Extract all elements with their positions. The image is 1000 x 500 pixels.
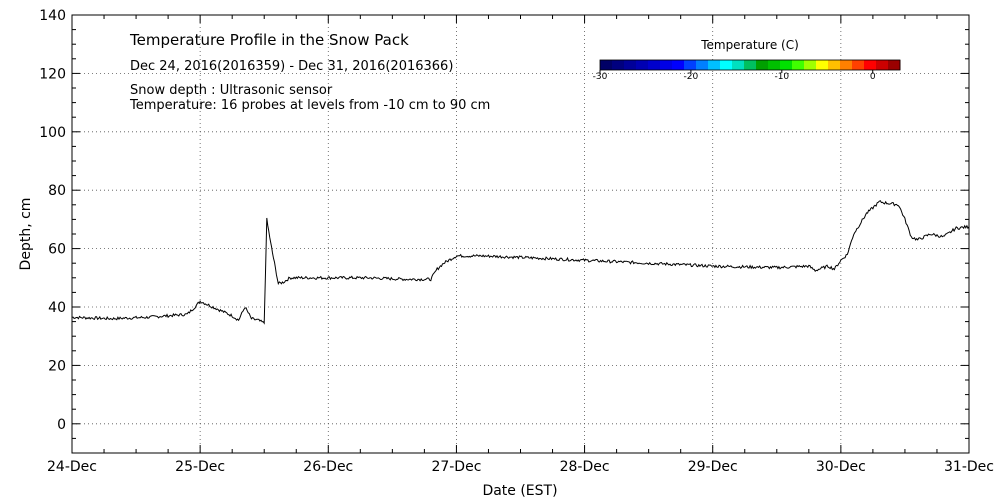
- plot-background: [72, 15, 969, 453]
- axes: 0 20 40 60 80 100 120 140 24-Dec 25-Dec 26-Dec 27-D…: [39, 8, 994, 475]
- colorbar: -30 -20 -10 0: [593, 59, 901, 82]
- x-tick-label: 26-Dec: [303, 459, 353, 475]
- y-tick-label: 100: [39, 125, 66, 141]
- y-tick-label: 80: [48, 183, 66, 199]
- colorbar-swatch: [780, 60, 793, 70]
- colorbar-swatch: [732, 60, 745, 70]
- series-line-snow-depth: [71, 200, 970, 325]
- colorbar-tick-label: -20: [684, 72, 699, 82]
- colorbar-swatch: [804, 60, 817, 70]
- colorbar-swatch: [720, 60, 733, 70]
- x-tick-label: 25-Dec: [175, 459, 225, 475]
- chart-subtitle: Dec 24, 2016(2016359) - Dec 31, 2016(201…: [130, 59, 453, 74]
- x-tick-label: 28-Dec: [560, 459, 610, 475]
- colorbar-title: Temperature (C): [700, 38, 799, 52]
- x-tick-label: 30-Dec: [816, 459, 866, 475]
- x-tick-label: 29-Dec: [688, 459, 738, 475]
- colorbar-swatch: [708, 60, 721, 70]
- plot-frame: [71, 14, 970, 454]
- colorbar-swatch: [660, 60, 673, 70]
- y-axis-title: Depth, cm: [18, 198, 34, 271]
- colorbar-swatch: [612, 60, 625, 70]
- colorbar-tick-label: 0: [870, 72, 876, 82]
- y-tick-label: 60: [48, 242, 66, 258]
- colorbar-swatch: [756, 60, 769, 70]
- x-axis-title: Date (EST): [482, 483, 557, 499]
- y-tick-label: 140: [39, 8, 66, 24]
- colorbar-swatch: [672, 60, 685, 70]
- gridlines: [72, 15, 969, 453]
- note-temperature: Temperature: 16 probes at levels from -1…: [129, 98, 490, 113]
- colorbar-tick-label: -30: [593, 72, 608, 82]
- y-tick-label: 20: [48, 358, 66, 374]
- colorbar-swatch: [888, 60, 901, 70]
- note-snow-depth: Snow depth : Ultrasonic sensor: [130, 83, 333, 98]
- colorbar-swatch: [828, 60, 841, 70]
- y-tick-label: 0: [57, 417, 66, 433]
- colorbar-swatch: [744, 60, 757, 70]
- colorbar-swatch: [768, 60, 781, 70]
- colorbar-swatch: [600, 60, 613, 70]
- x-tick-label: 31-Dec: [944, 459, 994, 475]
- colorbar-frame: [599, 59, 901, 71]
- x-tick-label: 24-Dec: [47, 459, 97, 475]
- colorbar-swatch: [840, 60, 853, 70]
- chart-title: Temperature Profile in the Snow Pack: [129, 31, 409, 49]
- x-tick-label: 27-Dec: [431, 459, 481, 475]
- colorbar-swatch: [696, 60, 709, 70]
- colorbar-tick-label: -10: [774, 72, 789, 82]
- colorbar-swatch: [816, 60, 829, 70]
- y-tick-label: 120: [39, 66, 66, 82]
- colorbar-swatch: [792, 60, 805, 70]
- colorbar-swatch: [684, 60, 697, 70]
- colorbar-swatch: [864, 60, 877, 70]
- series-layer: [71, 200, 970, 325]
- colorbar-swatch: [852, 60, 865, 70]
- colorbar-swatch: [876, 60, 889, 70]
- colorbar-swatch: [636, 60, 649, 70]
- colorbar-swatch: [648, 60, 661, 70]
- y-tick-label: 40: [48, 300, 66, 316]
- colorbar-swatch: [624, 60, 637, 70]
